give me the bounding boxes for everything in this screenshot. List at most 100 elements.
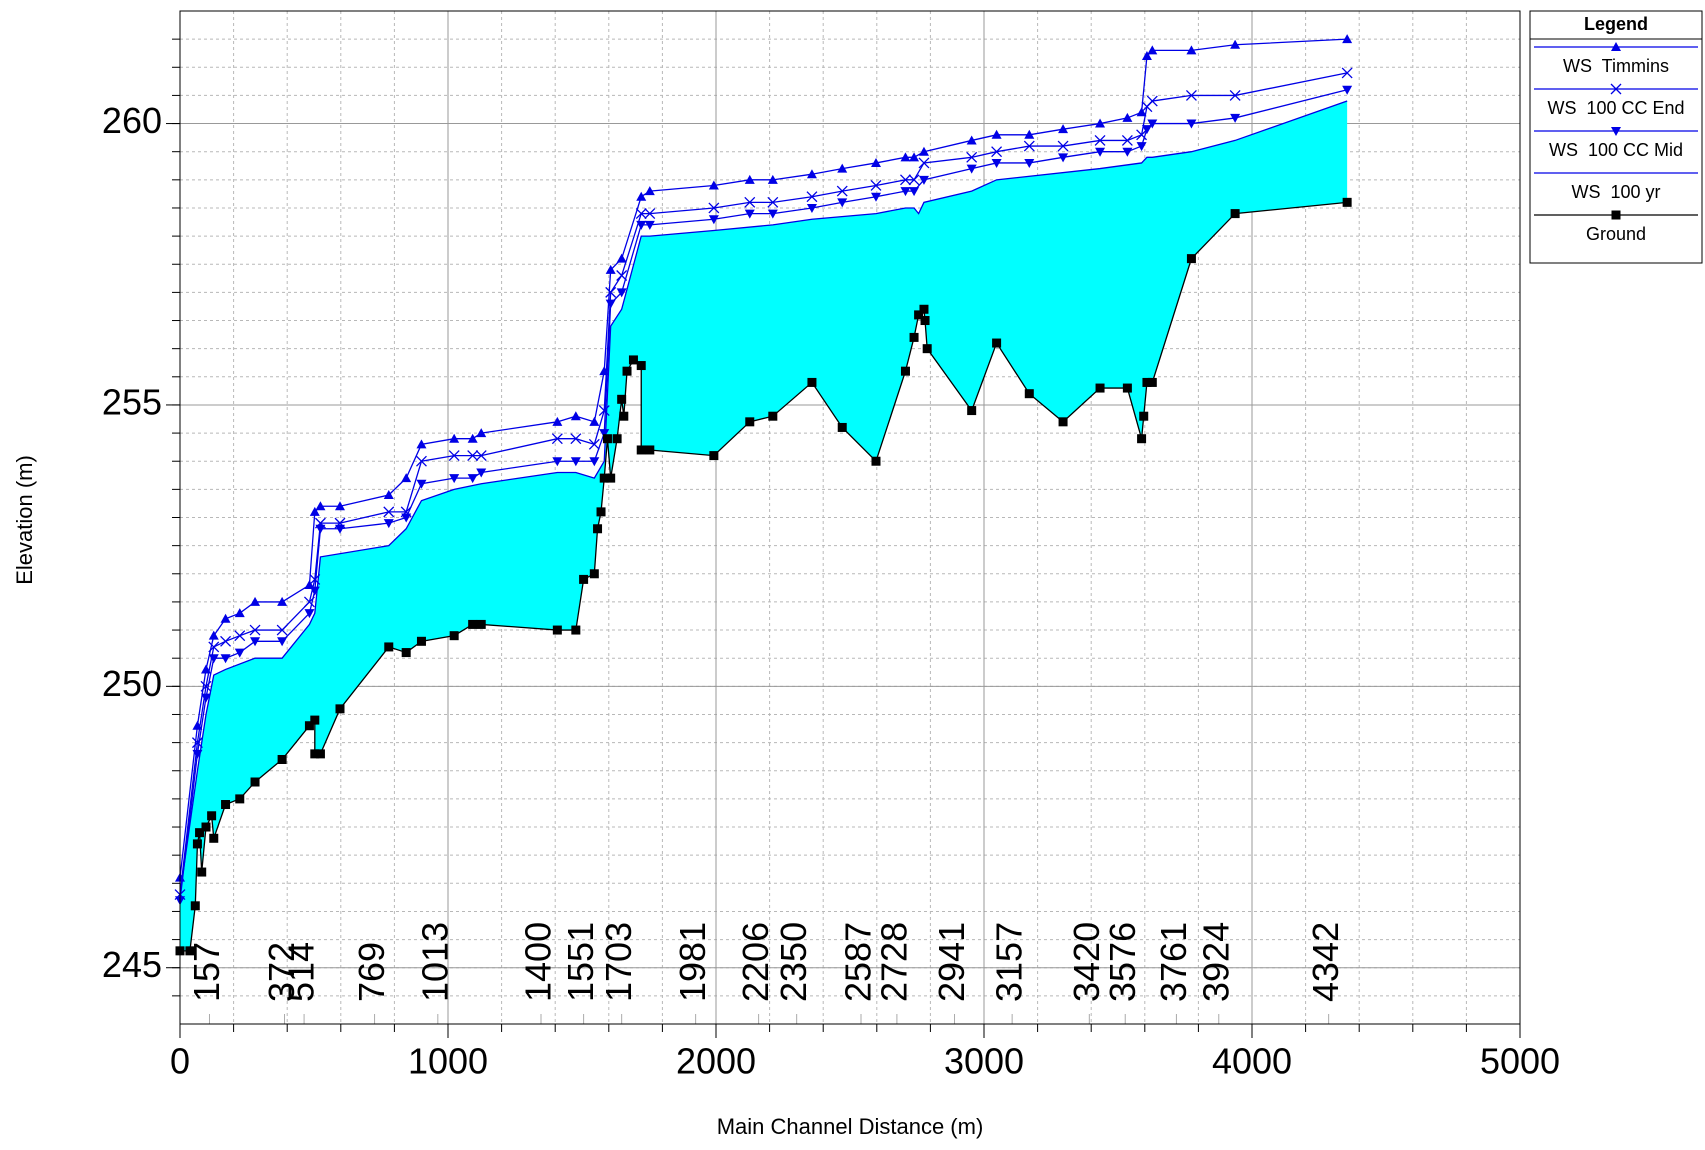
marker	[209, 833, 219, 843]
marker	[1147, 45, 1158, 55]
marker	[1610, 83, 1622, 95]
marker	[966, 151, 978, 163]
marker	[708, 202, 720, 214]
marker	[605, 286, 617, 298]
marker	[616, 288, 627, 298]
x-axis-title: Main Channel Distance (m)	[717, 1114, 984, 1139]
marker	[767, 196, 779, 208]
marker	[1186, 254, 1196, 264]
marker	[1342, 85, 1353, 95]
marker	[767, 174, 778, 184]
marker	[606, 473, 616, 483]
marker	[1024, 389, 1034, 399]
station-label: 2587	[838, 922, 879, 1002]
marker	[277, 754, 287, 764]
marker	[837, 198, 848, 208]
plot-frame	[179, 10, 1521, 1025]
marker	[552, 457, 563, 467]
marker	[837, 422, 847, 432]
marker	[1122, 383, 1132, 393]
marker	[448, 450, 460, 462]
station-label: 3761	[1153, 922, 1194, 1002]
marker	[304, 721, 314, 731]
marker	[315, 501, 326, 511]
station-label: 4342	[1305, 922, 1346, 1002]
marker	[599, 429, 610, 439]
marker	[335, 704, 345, 714]
marker	[1136, 142, 1147, 152]
marker	[401, 648, 411, 658]
marker	[1142, 377, 1152, 387]
station-label: 3576	[1102, 922, 1143, 1002]
marker	[401, 473, 412, 483]
marker	[221, 800, 231, 810]
marker	[909, 152, 920, 162]
marker	[315, 524, 326, 534]
marker	[1342, 197, 1352, 207]
marker	[197, 867, 207, 877]
marker	[1230, 113, 1241, 123]
marker	[220, 635, 232, 647]
marker	[1121, 134, 1133, 146]
marker	[616, 253, 627, 263]
legend-label: WS 100 CC Mid	[1549, 140, 1683, 160]
marker	[468, 619, 478, 629]
marker	[644, 220, 655, 230]
marker	[871, 456, 881, 466]
marker	[1023, 140, 1035, 152]
marker	[249, 624, 261, 636]
marker	[416, 636, 426, 646]
marker	[476, 619, 486, 629]
marker	[220, 613, 231, 623]
marker	[622, 366, 632, 376]
marker	[309, 506, 320, 516]
legend-box	[1529, 10, 1703, 264]
marker	[200, 693, 211, 703]
marker	[767, 209, 778, 219]
marker	[570, 411, 581, 421]
marker	[922, 344, 932, 354]
legend-label: WS Timmins	[1563, 56, 1669, 76]
marker	[967, 406, 977, 416]
legend-label: Ground	[1586, 224, 1646, 244]
marker	[1094, 134, 1106, 146]
station-label: 1400	[518, 922, 559, 1002]
marker	[192, 839, 202, 849]
station-label: 514	[281, 942, 322, 1002]
marker	[208, 641, 220, 653]
marker	[310, 749, 320, 759]
marker	[768, 411, 778, 421]
marker	[1186, 119, 1197, 129]
marker	[991, 146, 1003, 158]
marker	[870, 192, 881, 202]
marker	[908, 174, 920, 186]
station-label: 2728	[873, 922, 914, 1002]
marker	[588, 438, 600, 450]
marker	[571, 625, 581, 635]
marker	[1095, 147, 1106, 157]
legend-label: WS 100 CC End	[1547, 98, 1684, 118]
marker	[1229, 89, 1241, 101]
station-label: 769	[351, 942, 392, 1002]
marker	[593, 524, 603, 534]
marker	[570, 457, 581, 467]
marker	[449, 631, 459, 641]
marker	[1024, 129, 1035, 139]
marker	[589, 569, 599, 579]
marker	[807, 377, 817, 387]
marker	[966, 164, 977, 174]
marker	[1122, 112, 1133, 122]
marker	[806, 191, 818, 203]
marker	[708, 180, 719, 190]
station-label: 2350	[773, 922, 814, 1002]
marker	[310, 715, 320, 725]
marker	[837, 163, 848, 173]
marker	[234, 648, 245, 658]
marker	[1230, 209, 1240, 219]
marker	[467, 474, 478, 484]
marker	[744, 174, 755, 184]
marker	[1147, 377, 1157, 387]
marker	[449, 433, 460, 443]
station-label: 3420	[1066, 922, 1107, 1002]
y-tick-label: 255	[102, 381, 162, 422]
